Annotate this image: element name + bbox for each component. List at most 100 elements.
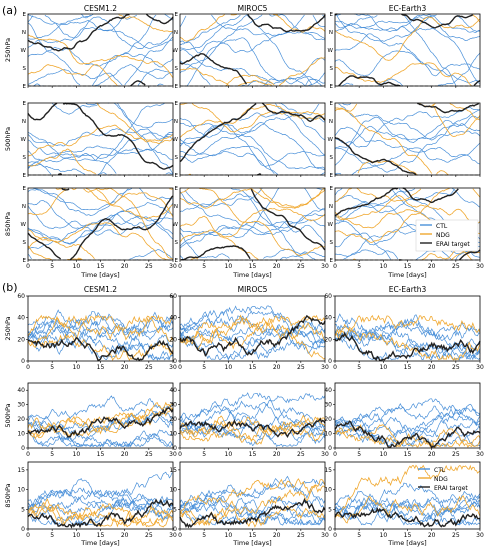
speed-panel: 0 10 20 30 40 0 5 10 15 20 25 30	[169, 382, 329, 458]
x-tick-label: 10	[225, 263, 233, 270]
y-tick-label: N	[174, 30, 178, 36]
ctl-series-line	[334, 50, 481, 84]
x-tick-label: 15	[404, 263, 412, 270]
ndg-series-line	[27, 14, 174, 87]
x-tick-label: 20	[121, 532, 129, 539]
erai-target-line	[179, 13, 326, 85]
ctl-series-line	[27, 134, 174, 155]
level-label: 850hPa	[4, 483, 12, 507]
x-axis-label: Time [days]	[232, 539, 271, 547]
speed-panel: 0 20 40 60 0 5 10 15 20 25 30	[324, 293, 484, 371]
y-tick-label: 20	[324, 336, 332, 343]
wind-direction-panels: CESM1.2 MIROC5 EC-Earth3 250hPa E S W N E E S W N E E S…	[4, 4, 484, 279]
ctl-series-line	[27, 13, 174, 87]
y-tick-label: 0	[21, 445, 25, 452]
speed-panel: 0 5 10 15 0 5 10 15 20 25 30 Time [days]	[17, 461, 177, 547]
x-tick-label: 25	[297, 364, 305, 371]
x-tick-label: 0	[178, 451, 182, 458]
wind-speed-panels: CESM1.2 MIROC5 EC-Earth3 250hPa 0 20 40 60 0 5 10 1…	[4, 285, 484, 547]
ctl-series-line	[334, 403, 481, 430]
erai-target-line	[179, 417, 326, 438]
y-tick-label: E	[175, 258, 179, 264]
y-tick-label: 20	[17, 336, 25, 343]
y-tick-label: 0	[173, 445, 177, 452]
x-tick-label: 5	[202, 451, 206, 458]
ndg-series-line	[179, 317, 326, 351]
ctl-series-line	[179, 392, 326, 427]
ctl-series-line	[180, 14, 326, 86]
x-tick-label: 5	[50, 364, 54, 371]
model-title: CESM1.2	[84, 285, 117, 294]
y-tick-label: 20	[324, 416, 332, 423]
x-tick-label: 20	[273, 532, 281, 539]
x-tick-label: 15	[249, 532, 257, 539]
ctl-series-line	[179, 393, 326, 433]
model-title: MIROC5	[238, 285, 268, 294]
ndg-series-line	[27, 498, 174, 528]
x-tick-label: 25	[145, 451, 153, 458]
x-tick-label: 0	[178, 263, 182, 270]
y-tick-label: 10	[169, 431, 177, 438]
ndg-series-line	[179, 478, 326, 514]
ctl-series-line	[334, 115, 481, 150]
ctl-series-line	[334, 314, 481, 359]
y-tick-label: 5	[328, 506, 332, 513]
direction-panel: E S W N E	[173, 12, 326, 90]
y-tick-label: 40	[17, 315, 25, 322]
ctl-series-line	[179, 151, 326, 167]
ndg-series-line	[27, 103, 174, 175]
ctl-series-line	[27, 215, 174, 250]
ndg-series-line	[179, 478, 326, 525]
x-tick-label: 25	[145, 263, 153, 270]
x-tick-label: 30	[321, 263, 329, 270]
y-tick-label: W	[173, 137, 179, 143]
direction-panel: E S W N E	[173, 101, 326, 179]
x-tick-label: 25	[297, 532, 305, 539]
y-tick-label: 40	[324, 387, 332, 394]
x-tick-label: 25	[297, 451, 305, 458]
legend-b: CTL NDG ERAI target	[418, 467, 468, 492]
y-tick-label: E	[23, 101, 27, 107]
ctl-series-line	[179, 418, 326, 448]
ctl-series-line	[28, 200, 174, 232]
ndg-series-line	[179, 414, 326, 438]
ctl-series-line	[27, 408, 174, 433]
ctl-series-line	[179, 403, 326, 436]
y-tick-label: W	[21, 222, 27, 228]
ctl-series-line	[179, 305, 326, 335]
y-tick-label: 30	[169, 402, 177, 409]
x-tick-label: 30	[169, 364, 177, 371]
y-tick-label: W	[328, 222, 334, 228]
ctl-series-line	[334, 324, 481, 356]
ctl-series-line	[179, 333, 326, 361]
y-tick-label: 0	[328, 358, 332, 365]
erai-target-line	[334, 420, 481, 449]
x-tick-label: 15	[249, 451, 257, 458]
legend-entry: CTL	[434, 467, 446, 474]
x-tick-label: 15	[249, 364, 257, 371]
y-tick-label: E	[175, 12, 179, 18]
ctl-series-line	[27, 309, 174, 338]
ctl-series-line	[335, 14, 481, 42]
y-tick-label: 0	[173, 526, 177, 533]
y-tick-label: S	[175, 155, 179, 161]
y-tick-label: E	[330, 186, 334, 192]
speed-panel: 0 10 20 30 40 0 5 10 15 20 25 30	[324, 382, 484, 458]
erai-target-line	[179, 497, 326, 529]
ndg-series-line	[27, 401, 174, 439]
y-tick-label: E	[330, 258, 334, 264]
erai-target-line	[179, 314, 326, 357]
x-tick-label: 5	[50, 532, 54, 539]
legend-entry: NDG	[436, 232, 450, 239]
ctl-series-line	[27, 20, 174, 50]
x-tick-label: 5	[50, 263, 54, 270]
y-tick-label: S	[330, 240, 334, 246]
ndg-series-line	[27, 187, 174, 261]
ndg-series-line	[27, 503, 174, 527]
erai-target-line	[27, 498, 174, 529]
x-tick-label: 15	[97, 263, 105, 270]
erai-target-line	[27, 102, 174, 176]
x-tick-label: 30	[321, 451, 329, 458]
ctl-series-line	[334, 490, 481, 526]
x-tick-label: 15	[404, 364, 412, 371]
